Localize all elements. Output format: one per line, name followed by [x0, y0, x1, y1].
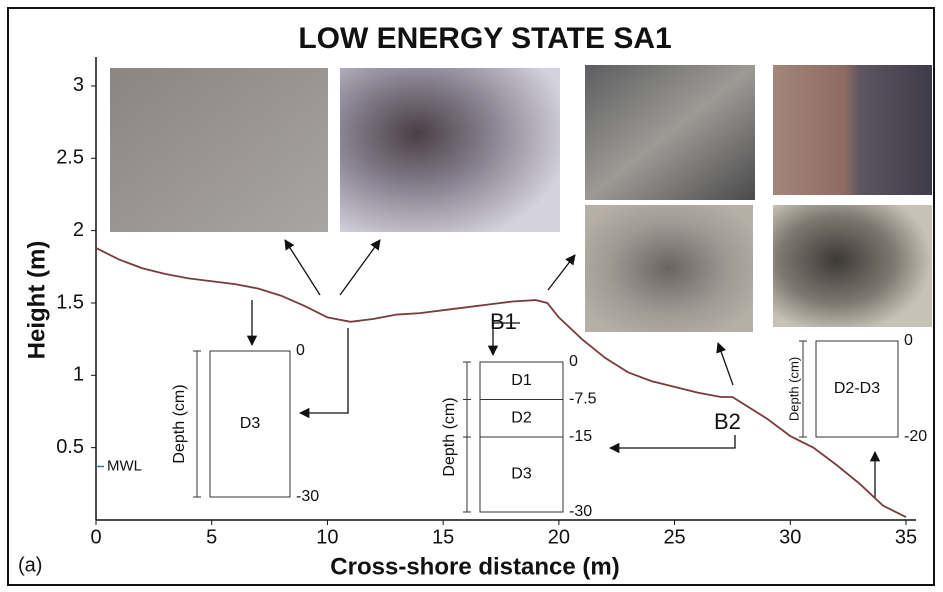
layer-label: D3: [511, 466, 532, 483]
inset-axis-label: Depth (cm): [171, 384, 188, 463]
layer-label: D2: [511, 409, 532, 426]
photo: [110, 68, 328, 232]
layer-label: D1: [511, 372, 532, 389]
x-tick-label: 30: [779, 526, 801, 548]
chart-title: LOW ENERGY STATE SA1: [298, 22, 671, 55]
inset-tick-label: -15: [569, 428, 592, 445]
inset-tick-label: 0: [296, 342, 305, 359]
x-tick-label: 15: [432, 526, 454, 548]
y-tick-label: 2.5: [56, 147, 84, 169]
photo: [773, 65, 932, 195]
inset-tick-label: 0: [904, 332, 913, 349]
inset-tick-label: -7.5: [569, 391, 597, 408]
y-axis-label: Height (m): [23, 241, 50, 360]
site-label: B2: [714, 409, 741, 434]
y-tick-label: 1: [73, 364, 84, 386]
x-tick-label: 20: [548, 526, 570, 548]
inset-axis-label: Depth (cm): [441, 397, 458, 476]
site-label: B1: [490, 309, 517, 334]
layer-label: D2-D3: [834, 380, 880, 397]
x-tick-label: 5: [206, 526, 217, 548]
figure: LOW ENERGY STATE SA1 Cross-shore distanc…: [0, 0, 943, 592]
x-tick-label: 0: [90, 526, 101, 548]
inset-axis-label: Depth (cm): [786, 357, 801, 421]
x-axis-label: Cross-shore distance (m): [330, 553, 619, 580]
y-tick-label: 0.5: [56, 436, 84, 458]
photo: [773, 205, 932, 327]
inset-tick-label: 0: [569, 353, 578, 370]
panel-label: (a): [18, 554, 42, 576]
y-tick-label: 2: [73, 219, 84, 241]
photo: [585, 205, 753, 332]
inset-tick-label: -30: [296, 488, 319, 505]
photo: [340, 68, 560, 232]
x-tick-label: 25: [663, 526, 685, 548]
y-tick-label: 3: [73, 74, 84, 96]
inset-tick-label: -20: [904, 428, 927, 445]
photo: [585, 65, 755, 200]
x-tick-label: 35: [895, 526, 917, 548]
x-tick-label: 10: [316, 526, 338, 548]
mwl-label: MWL: [107, 457, 142, 474]
inset-tick-label: -30: [569, 503, 592, 520]
y-tick-label: 1.5: [56, 291, 84, 313]
layer-label: D3: [240, 415, 261, 432]
